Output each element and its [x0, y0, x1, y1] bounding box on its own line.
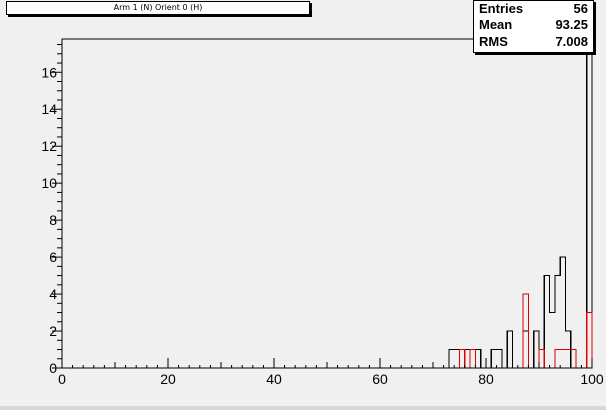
- histogram-title-box: Arm 1 (N) Orient 0 (H): [6, 1, 310, 15]
- plot-frame: [61, 38, 593, 369]
- stat-row-mean: Mean 93.25: [479, 17, 588, 33]
- histogram-title: Arm 1 (N) Orient 0 (H): [113, 3, 203, 12]
- x-tick-label: 100: [580, 371, 604, 387]
- x-tick-label: 20: [160, 371, 176, 387]
- stat-rms-value: 7.008: [555, 34, 588, 49]
- stat-entries-value: 56: [573, 1, 588, 16]
- stat-mean-label: Mean: [479, 17, 513, 32]
- y-tick-label: 14: [41, 101, 57, 117]
- x-tick-label: 40: [266, 371, 282, 387]
- y-tick-label: 2: [49, 323, 57, 339]
- x-tick-label: 0: [58, 371, 66, 387]
- y-tick-label: 12: [41, 138, 57, 154]
- y-tick-label: 4: [49, 286, 57, 302]
- x-tick-label: 60: [372, 371, 388, 387]
- stat-mean-value: 93.25: [555, 17, 588, 32]
- y-tick-label: 8: [49, 212, 57, 228]
- y-tick-label: 6: [49, 249, 57, 265]
- stat-entries-label: Entries: [479, 1, 524, 16]
- y-tick-label: 16: [41, 64, 57, 80]
- x-tick-label: 80: [478, 371, 494, 387]
- y-tick-label: 10: [41, 175, 57, 191]
- stat-row-rms: RMS 7.008: [479, 34, 588, 50]
- stats-box: Entries 56 Mean 93.25 RMS 7.008: [473, 0, 594, 53]
- stat-rms-label: RMS: [479, 34, 508, 49]
- canvas-bottom-edge: [0, 406, 606, 410]
- y-tick-label: 0: [49, 360, 57, 376]
- stat-row-entries: Entries 56: [479, 1, 588, 17]
